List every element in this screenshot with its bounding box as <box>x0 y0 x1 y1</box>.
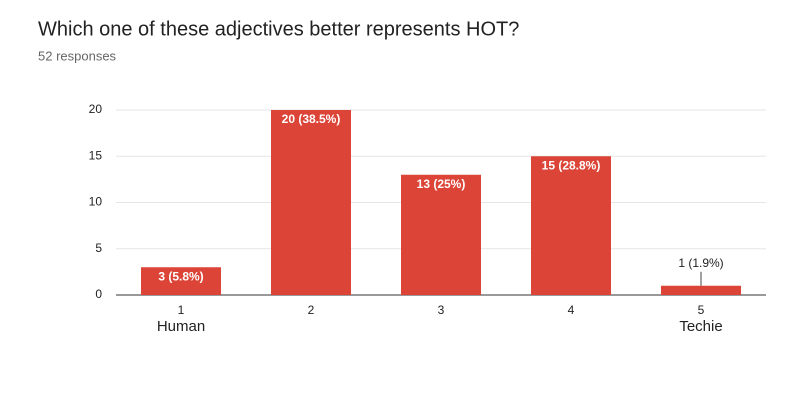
data-label: 20 (38.5%) <box>282 112 341 126</box>
y-tick-label: 0 <box>95 287 102 301</box>
y-tick-label: 15 <box>89 148 103 162</box>
y-tick-label: 5 <box>95 241 102 255</box>
x-tick-label: 4 <box>568 303 575 317</box>
bar <box>661 285 741 295</box>
data-label: 15 (28.8%) <box>542 158 601 172</box>
data-label: 3 (5.8%) <box>158 269 203 283</box>
x-tick-label: 3 <box>438 303 445 317</box>
bar <box>271 110 351 295</box>
y-tick-label: 10 <box>89 195 103 209</box>
bar <box>401 174 481 295</box>
y-tick-label: 20 <box>89 102 103 116</box>
x-sublabel: Techie <box>679 318 722 335</box>
x-tick-label: 1 <box>178 303 185 317</box>
bar <box>531 156 611 295</box>
x-sublabel: Human <box>157 318 205 335</box>
x-tick-label: 5 <box>698 303 705 317</box>
chart-subtitle: 52 responses <box>38 48 117 63</box>
data-label: 13 (25%) <box>417 177 466 191</box>
data-label: 1 (1.9%) <box>678 256 723 270</box>
chart-title: Which one of these adjectives better rep… <box>38 18 519 40</box>
bar <box>141 267 221 295</box>
x-tick-label: 2 <box>308 303 315 317</box>
